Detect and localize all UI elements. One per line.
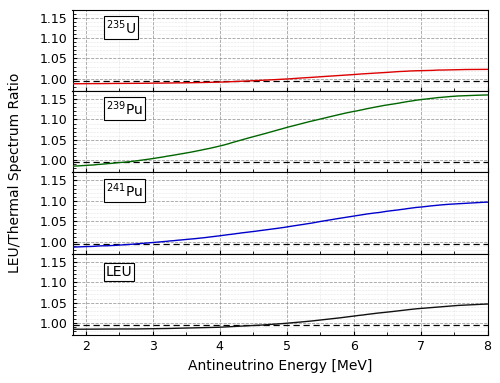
X-axis label: Antineutrino Energy [MeV]: Antineutrino Energy [MeV] [188, 358, 372, 373]
Text: LEU: LEU [106, 265, 132, 279]
Text: $^{241}$Pu: $^{241}$Pu [106, 181, 142, 200]
Text: $^{239}$Pu: $^{239}$Pu [106, 100, 142, 118]
Text: LEU/Thermal Spectrum Ratio: LEU/Thermal Spectrum Ratio [8, 72, 22, 273]
Text: $^{235}$U: $^{235}$U [106, 18, 136, 37]
